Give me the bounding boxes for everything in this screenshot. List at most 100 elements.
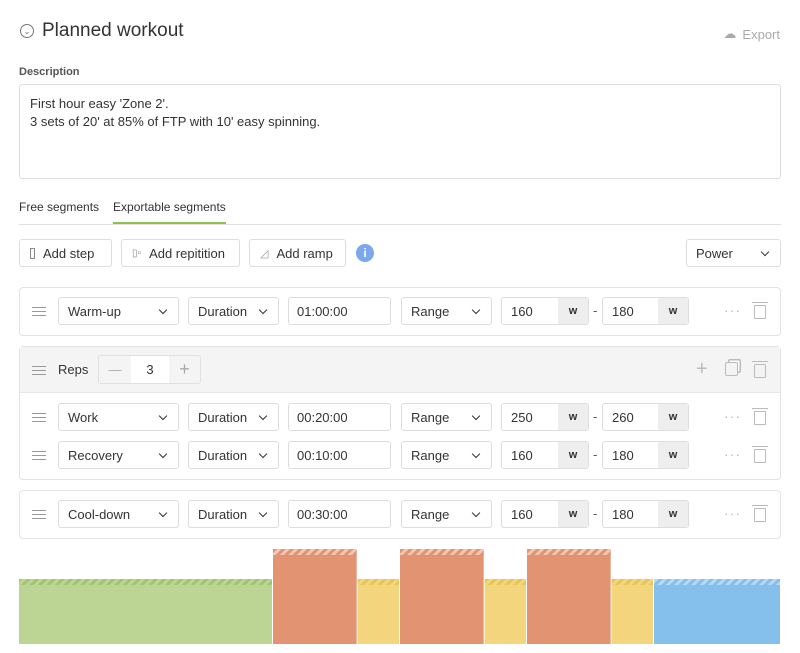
chart-segment-work: [527, 549, 611, 644]
step-type-select[interactable]: Warm-up: [58, 297, 179, 325]
drag-handle-icon[interactable]: [32, 366, 46, 375]
range-separator: -: [593, 506, 598, 521]
high-value: 180: [612, 506, 634, 522]
export-label: Export: [742, 26, 780, 42]
unit-label: w: [558, 298, 588, 324]
add-step-label: Add step: [43, 245, 95, 261]
export-button[interactable]: ☁ Export: [723, 26, 780, 42]
step-icon: [30, 247, 35, 259]
reps-increment-button[interactable]: +: [179, 359, 190, 379]
repetition-icon: ▯▫: [132, 247, 142, 259]
step-card-warmup: [19, 287, 781, 336]
step-type-select[interactable]: Cool-down: [58, 500, 179, 528]
trash-icon[interactable]: [752, 361, 768, 378]
low-power-input[interactable]: 160 w: [501, 441, 589, 469]
chart-segment-range-band: [611, 579, 653, 585]
chevron-down-circle-icon[interactable]: ⌄: [20, 24, 34, 38]
range-separator: -: [593, 303, 598, 318]
target-select[interactable]: Range: [401, 500, 492, 528]
unit-label: w: [658, 442, 688, 468]
target-value: Range: [411, 506, 450, 522]
duration-input[interactable]: 01:00:00: [288, 297, 391, 325]
low-power-input[interactable]: 160 w: [501, 297, 589, 325]
high-power-input[interactable]: 180 w: [602, 297, 689, 325]
unit-label: w: [658, 298, 688, 324]
more-options-icon[interactable]: ···: [724, 302, 741, 318]
measure-select[interactable]: Duration: [188, 500, 279, 528]
measure-value: Duration: [198, 409, 248, 425]
target-select[interactable]: Range: [401, 297, 492, 325]
add-repetition-button[interactable]: ▯▫ Add repitition: [121, 239, 240, 267]
add-ramp-label: Add ramp: [276, 245, 333, 261]
target-value: Range: [411, 409, 450, 425]
low-value: 160: [511, 506, 533, 522]
unit-label: w: [558, 442, 588, 468]
more-options-icon[interactable]: ···: [724, 408, 741, 424]
low-value: 160: [511, 303, 533, 319]
step-type-value: Cool-down: [68, 506, 131, 522]
measure-select[interactable]: Duration: [188, 441, 279, 469]
unit-label: w: [658, 501, 688, 527]
trash-icon[interactable]: [752, 302, 768, 319]
duration-input[interactable]: 00:30:00: [288, 500, 391, 528]
trash-icon[interactable]: [752, 505, 768, 522]
step-card-cooldown: [19, 490, 781, 539]
chart-segment-range-band: [654, 579, 780, 585]
chart-segment-range-band: [484, 579, 526, 585]
measure-select[interactable]: Duration: [188, 297, 279, 325]
high-value: 180: [612, 303, 634, 319]
chart-segment-work: [273, 549, 357, 644]
duration-input[interactable]: 00:10:00: [288, 441, 391, 469]
chart-segment-range-band: [19, 579, 272, 585]
description-textarea[interactable]: First hour easy 'Zone 2'. 3 sets of 20' …: [19, 84, 781, 179]
drag-handle-icon[interactable]: [32, 413, 46, 422]
target-select[interactable]: Range: [401, 441, 492, 469]
drag-handle-icon[interactable]: [32, 451, 46, 460]
add-repetition-label: Add repitition: [149, 245, 225, 261]
chart-segment-recovery: [357, 579, 399, 644]
high-power-input[interactable]: 180 w: [602, 441, 689, 469]
drag-handle-icon[interactable]: [32, 307, 46, 316]
trash-icon[interactable]: [752, 408, 768, 425]
chart-segment-work: [400, 549, 484, 644]
duration-input[interactable]: 00:20:00: [288, 403, 391, 431]
high-power-input[interactable]: 180 w: [602, 500, 689, 528]
add-ramp-button[interactable]: ◿ Add ramp: [249, 239, 346, 267]
chart-segment-recovery: [484, 579, 526, 644]
low-power-input[interactable]: 250 w: [501, 403, 589, 431]
tab-free-segments[interactable]: Free segments: [19, 200, 100, 214]
ramp-icon: ◿: [260, 247, 269, 260]
add-step-button[interactable]: Add step: [19, 239, 112, 267]
high-value: 180: [612, 447, 634, 463]
unit-label: w: [658, 404, 688, 430]
duplicate-icon[interactable]: [725, 362, 738, 376]
trash-icon[interactable]: [752, 446, 768, 463]
measure-value: Duration: [198, 303, 248, 319]
target-value: Range: [411, 447, 450, 463]
reps-stepper[interactable]: — 3 +: [98, 355, 201, 384]
add-icon[interactable]: +: [696, 358, 708, 380]
chart-segment-range-band: [527, 549, 611, 555]
description-label: Description: [19, 66, 80, 78]
drag-handle-icon[interactable]: [32, 510, 46, 519]
measure-select[interactable]: Duration: [188, 403, 279, 431]
more-options-icon[interactable]: ···: [724, 446, 741, 462]
high-value: 260: [612, 409, 634, 425]
step-type-value: Recovery: [68, 447, 123, 463]
workout-chart: [19, 549, 780, 644]
step-type-value: Warm-up: [68, 303, 121, 319]
reps-decrement-button[interactable]: —: [108, 362, 122, 377]
tab-exportable-segments[interactable]: Exportable segments: [113, 200, 226, 224]
more-options-icon[interactable]: ···: [724, 505, 741, 521]
low-power-input[interactable]: 160 w: [501, 500, 589, 528]
reps-count-input[interactable]: 3: [131, 356, 169, 383]
step-type-select[interactable]: Recovery: [58, 441, 179, 469]
high-power-input[interactable]: 260 w: [602, 403, 689, 431]
metric-select[interactable]: Power: [686, 239, 781, 267]
step-type-select[interactable]: Work: [58, 403, 179, 431]
unit-label: w: [558, 501, 588, 527]
info-icon[interactable]: i: [356, 244, 374, 262]
measure-value: Duration: [198, 447, 248, 463]
measure-value: Duration: [198, 506, 248, 522]
target-select[interactable]: Range: [401, 403, 492, 431]
